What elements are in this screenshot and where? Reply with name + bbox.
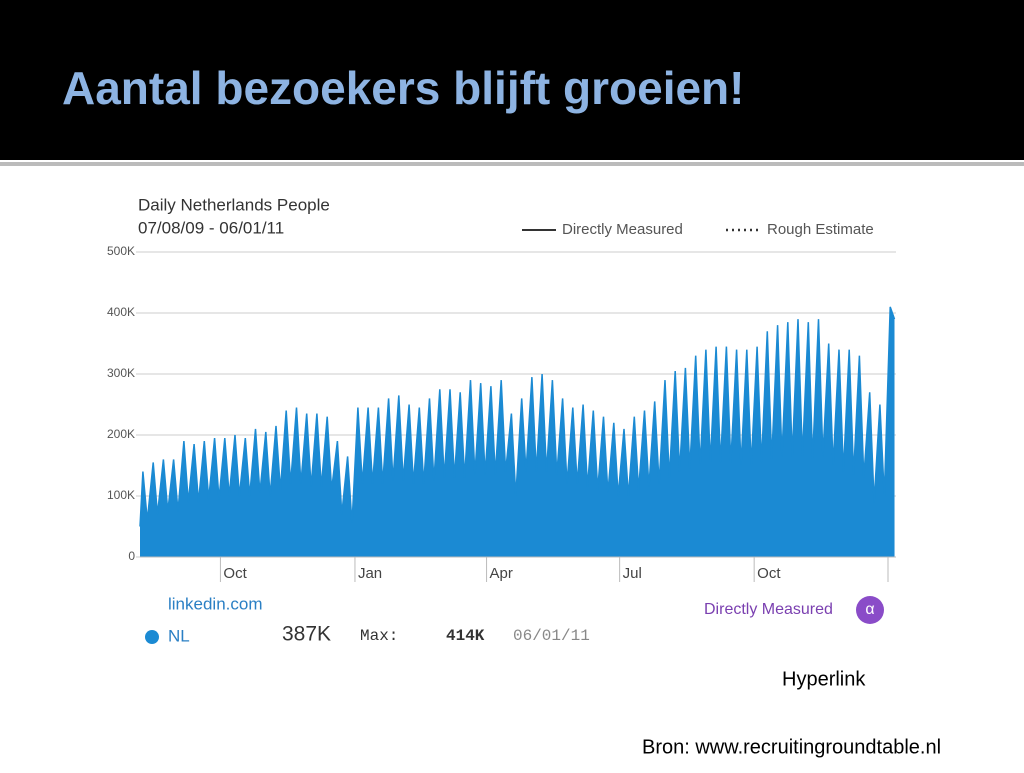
- header-band: [0, 0, 1024, 160]
- series-line: [139, 306, 896, 527]
- x-tick-label: Oct: [223, 565, 247, 582]
- y-tick-label: 400K: [107, 305, 135, 319]
- series-name: NL: [168, 626, 190, 645]
- max-date: 06/01/11: [513, 627, 590, 645]
- header-rule: [0, 162, 1024, 166]
- x-tick-label: Apr: [490, 565, 513, 582]
- x-tick-label: Jan: [358, 565, 382, 582]
- badge-text: Directly Measured: [704, 601, 833, 618]
- legend-label: Directly Measured: [562, 221, 683, 238]
- badge-circle: [856, 596, 884, 624]
- hyperlink[interactable]: Hyperlink: [782, 668, 866, 690]
- source: Bron: www.recruitingroundtable.nl: [642, 736, 941, 758]
- series-dot: [145, 630, 159, 644]
- x-tick-label: Jul: [623, 565, 642, 582]
- y-tick-label: 0: [128, 549, 135, 563]
- x-tick-label: Oct: [757, 565, 781, 582]
- max-value: 414K: [446, 627, 485, 645]
- current-value: 387K: [282, 623, 331, 646]
- y-tick-label: 100K: [107, 488, 135, 502]
- y-tick-label: 200K: [107, 427, 135, 441]
- max-label: Max:: [360, 627, 398, 645]
- area-fill: [140, 306, 895, 557]
- chart-title: Daily Netherlands People: [138, 195, 330, 214]
- badge-icon: α: [865, 601, 874, 618]
- legend-label: Rough Estimate: [767, 221, 874, 238]
- y-tick-label: 500K: [107, 244, 135, 258]
- site-link[interactable]: linkedin.com: [168, 594, 263, 613]
- y-tick-label: 300K: [107, 366, 135, 380]
- chart-subtitle: 07/08/09 - 06/01/11: [138, 218, 284, 237]
- slide-title: Aantal bezoekers blijft groeien!: [62, 62, 744, 114]
